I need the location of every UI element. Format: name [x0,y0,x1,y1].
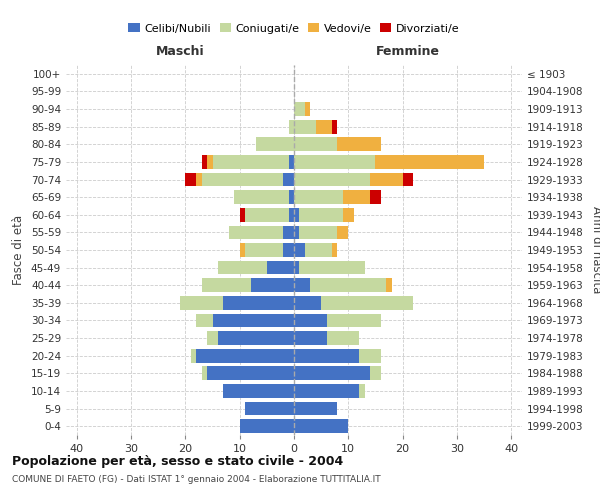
Bar [305,102,310,116]
Bar [337,226,348,239]
Bar [294,260,299,274]
Bar [207,366,294,380]
Bar [223,296,294,310]
Bar [185,172,196,186]
Bar [229,226,283,239]
Bar [326,314,381,328]
Bar [294,190,343,204]
Bar [321,296,413,310]
Bar [202,278,251,292]
Bar [310,278,386,292]
Bar [207,331,218,345]
Bar [245,208,289,222]
Y-axis label: Anni di nascita: Anni di nascita [590,206,600,294]
Bar [294,172,370,186]
Text: Maschi: Maschi [155,45,205,58]
Bar [289,155,294,169]
Bar [289,120,294,134]
Y-axis label: Fasce di età: Fasce di età [13,215,25,285]
Bar [294,331,326,345]
Bar [294,278,310,292]
Bar [256,138,294,151]
Bar [370,190,381,204]
Bar [316,120,332,134]
Bar [294,384,359,398]
Text: Popolazione per età, sesso e stato civile - 2004: Popolazione per età, sesso e stato civil… [12,455,343,468]
Bar [299,226,337,239]
Bar [212,314,294,328]
Bar [294,366,370,380]
Bar [180,296,223,310]
Bar [294,120,316,134]
Bar [294,402,337,415]
Bar [294,314,326,328]
Bar [207,155,212,169]
Bar [240,243,245,257]
Bar [370,172,403,186]
Bar [403,172,413,186]
Bar [202,366,207,380]
Bar [218,331,294,345]
Bar [240,208,245,222]
Bar [267,260,294,274]
Bar [234,190,289,204]
Bar [283,172,294,186]
Bar [359,384,365,398]
Bar [359,349,381,362]
Bar [294,208,299,222]
Bar [332,120,337,134]
Legend: Celibi/Nubili, Coniugati/e, Vedovi/e, Divorziati/e: Celibi/Nubili, Coniugati/e, Vedovi/e, Di… [124,19,464,38]
Bar [251,278,294,292]
Bar [212,155,289,169]
Bar [294,349,359,362]
Bar [202,172,283,186]
Bar [299,260,365,274]
Bar [332,243,337,257]
Bar [245,402,294,415]
Bar [294,155,376,169]
Bar [218,260,267,274]
Bar [337,138,381,151]
Bar [376,155,484,169]
Bar [289,208,294,222]
Bar [283,226,294,239]
Bar [386,278,392,292]
Bar [326,331,359,345]
Bar [343,190,370,204]
Bar [283,243,294,257]
Bar [294,226,299,239]
Bar [202,155,207,169]
Bar [245,243,283,257]
Bar [294,138,337,151]
Text: Femmine: Femmine [376,45,440,58]
Bar [294,420,348,433]
Bar [343,208,354,222]
Bar [294,243,305,257]
Bar [196,349,294,362]
Bar [294,296,321,310]
Bar [370,366,381,380]
Bar [191,349,196,362]
Bar [240,420,294,433]
Bar [196,172,202,186]
Bar [305,243,332,257]
Text: COMUNE DI FAETO (FG) - Dati ISTAT 1° gennaio 2004 - Elaborazione TUTTITALIA.IT: COMUNE DI FAETO (FG) - Dati ISTAT 1° gen… [12,475,380,484]
Bar [299,208,343,222]
Bar [223,384,294,398]
Bar [196,314,212,328]
Bar [294,102,305,116]
Bar [289,190,294,204]
